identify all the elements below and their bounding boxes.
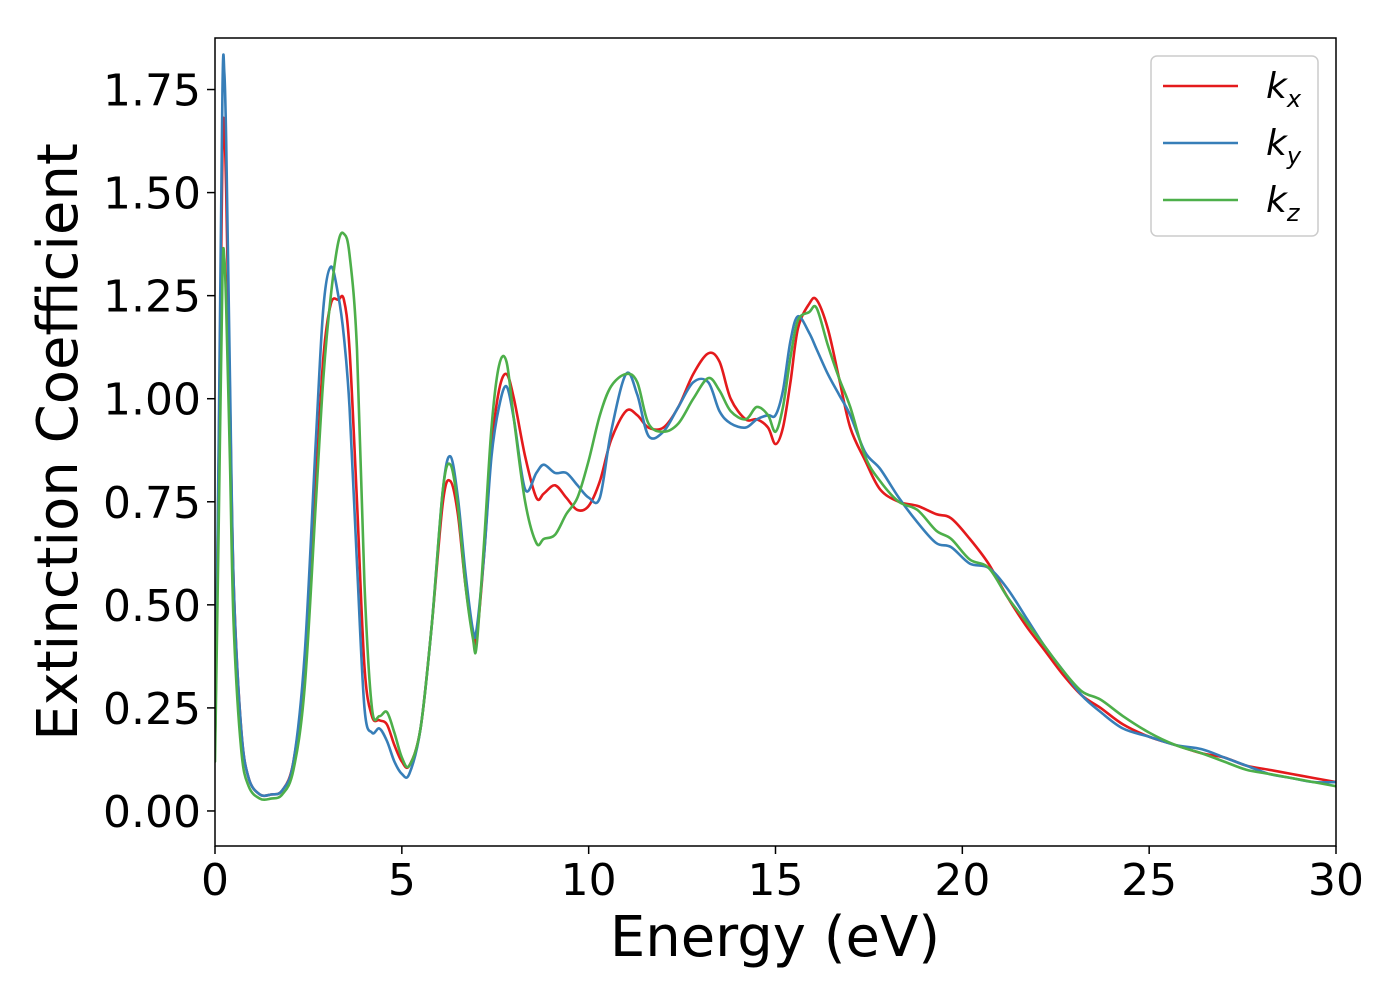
x-axis-ticks: 0 5 10 15 20 25 30 xyxy=(201,846,1364,906)
y-tick-label: 0.00 xyxy=(103,787,201,838)
x-tick-label: 10 xyxy=(561,855,617,906)
y-tick-label: 1.25 xyxy=(103,272,201,323)
y-tick-label: 0.50 xyxy=(103,581,201,632)
x-tick-label: 5 xyxy=(388,855,416,906)
x-axis-title: Energy (eV) xyxy=(610,905,940,970)
x-tick-label: 30 xyxy=(1308,855,1364,906)
series-line-kz xyxy=(215,231,1336,801)
y-tick-label: 1.00 xyxy=(103,375,201,426)
y-tick-label: 0.25 xyxy=(103,684,201,735)
y-tick-label: 1.75 xyxy=(103,66,201,117)
x-tick-label: 0 xyxy=(201,855,229,906)
y-axis-title: Extinction Coefficient xyxy=(26,143,91,741)
legend-box xyxy=(1150,55,1319,237)
y-axis-ticks: 0.00 0.25 0.50 0.75 1.00 1.25 1.50 1.75 xyxy=(103,66,215,838)
series-line-ky xyxy=(215,53,1336,798)
y-tick-label: 1.50 xyxy=(103,169,201,220)
x-tick-label: 15 xyxy=(748,855,804,906)
y-tick-label: 0.75 xyxy=(103,478,201,529)
series-layer xyxy=(215,53,1336,801)
x-tick-label: 20 xyxy=(934,855,990,906)
x-tick-label: 25 xyxy=(1121,855,1177,906)
